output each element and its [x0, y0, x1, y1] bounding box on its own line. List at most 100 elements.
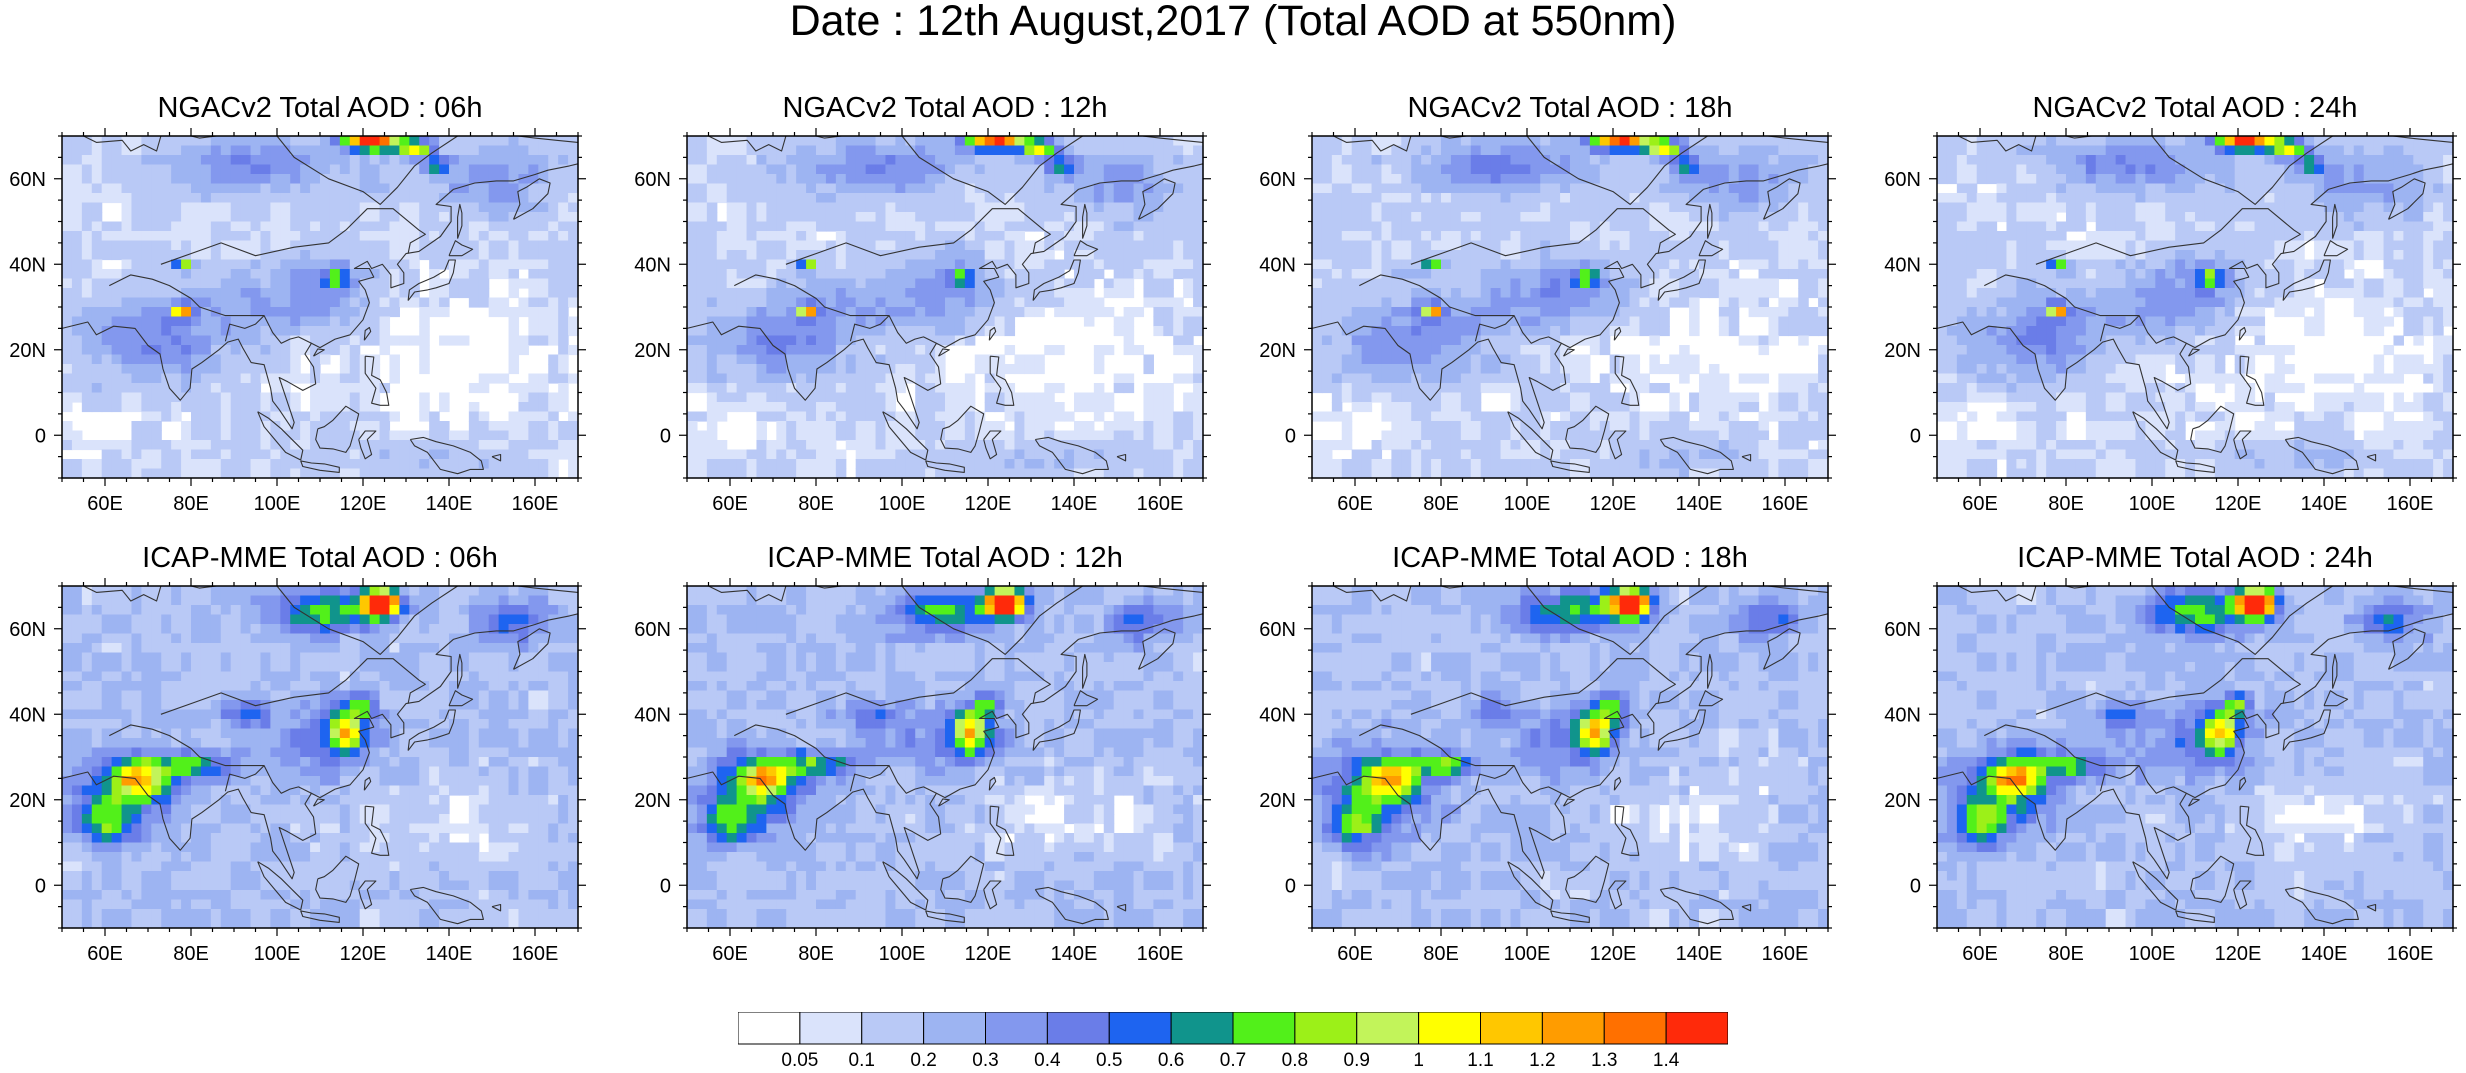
lon-tick-label: 120E — [1590, 493, 1637, 515]
lat-tick-label: 0 — [35, 425, 46, 447]
lon-tick-label: 140E — [426, 493, 473, 515]
lat-tick-label: 60N — [1259, 169, 1296, 191]
colorbar-swatch — [924, 1012, 986, 1044]
lon-tick-label: 120E — [2215, 493, 2262, 515]
colorbar-label: 1.4 — [1653, 1050, 1680, 1068]
colorbar-label: 0.2 — [910, 1050, 936, 1068]
lon-tick-label: 80E — [798, 943, 834, 965]
colorbar-swatch — [862, 1012, 924, 1044]
lat-tick-label: 0 — [1285, 875, 1296, 897]
lat-tick-label: 40N — [634, 704, 671, 726]
lon-tick-label: 100E — [1504, 943, 1551, 965]
lat-tick-label: 0 — [1910, 875, 1921, 897]
lat-tick-label: 60N — [1259, 619, 1296, 641]
colorbar-swatch — [1109, 1012, 1171, 1044]
colorbar-label: 1.2 — [1529, 1050, 1555, 1068]
lat-tick-label: 40N — [1259, 254, 1296, 276]
colorbar-label: 0.7 — [1220, 1050, 1246, 1068]
lon-tick-label: 160E — [1762, 943, 1809, 965]
aod-field — [62, 586, 579, 929]
colorbar-label: 1 — [1413, 1050, 1424, 1068]
colorbar-label: 1.1 — [1467, 1050, 1493, 1068]
lat-tick-label: 40N — [9, 254, 46, 276]
lon-tick-label: 120E — [340, 943, 387, 965]
panel-title: ICAP-MME Total AOD : 18h — [1232, 538, 1908, 578]
colorbar-label: 0.8 — [1282, 1050, 1308, 1068]
lon-tick-label: 160E — [1137, 493, 1184, 515]
colorbar-swatch — [1171, 1012, 1233, 1044]
lat-tick-label: 0 — [35, 875, 46, 897]
lon-tick-label: 140E — [1676, 493, 1723, 515]
lat-tick-label: 20N — [1259, 340, 1296, 362]
colorbar-label: 0.6 — [1158, 1050, 1184, 1068]
lat-tick-label: 20N — [9, 340, 46, 362]
colorbar-swatch — [1295, 1012, 1357, 1044]
aod-field — [62, 136, 579, 479]
lat-tick-label: 0 — [660, 875, 671, 897]
lon-tick-label: 100E — [1504, 493, 1551, 515]
figure-title: Date : 12th August,2017 (Total AOD at 55… — [0, 0, 2466, 52]
lon-tick-label: 60E — [87, 943, 123, 965]
aod-field — [1312, 586, 1829, 929]
lat-tick-label: 0 — [1910, 425, 1921, 447]
aod-field — [687, 136, 1204, 479]
lon-tick-label: 60E — [712, 493, 748, 515]
aod-field — [687, 586, 1204, 929]
aod-field — [1937, 586, 2454, 929]
lon-tick-label: 160E — [512, 493, 559, 515]
panel-title: NGACv2 Total AOD : 24h — [1857, 88, 2466, 128]
lat-tick-label: 60N — [9, 619, 46, 641]
colorbar-swatch — [1542, 1012, 1604, 1044]
lat-tick-label: 40N — [9, 704, 46, 726]
colorbar-swatch — [1481, 1012, 1543, 1044]
lat-tick-label: 20N — [634, 340, 671, 362]
colorbar-label: 0.5 — [1096, 1050, 1122, 1068]
colorbar-swatch — [800, 1012, 862, 1044]
panel-title: ICAP-MME Total AOD : 06h — [0, 538, 658, 578]
lon-tick-label: 160E — [1137, 943, 1184, 965]
lon-tick-label: 120E — [340, 493, 387, 515]
lon-tick-label: 160E — [2387, 943, 2434, 965]
lat-tick-label: 40N — [634, 254, 671, 276]
lat-tick-label: 60N — [9, 169, 46, 191]
colorbar-label: 0.1 — [849, 1050, 875, 1068]
lon-tick-label: 60E — [1337, 493, 1373, 515]
lat-tick-label: 20N — [634, 790, 671, 812]
lat-tick-label: 40N — [1884, 704, 1921, 726]
lon-tick-label: 100E — [254, 943, 301, 965]
colorbar-label: 1.3 — [1591, 1050, 1617, 1068]
colorbar-label: 0.4 — [1034, 1050, 1061, 1068]
aod-field — [1312, 136, 1829, 479]
colorbar-swatch — [738, 1012, 800, 1044]
lon-tick-label: 80E — [798, 493, 834, 515]
lat-tick-label: 20N — [9, 790, 46, 812]
panel-title: NGACv2 Total AOD : 18h — [1232, 88, 1908, 128]
colorbar-label: 0.3 — [972, 1050, 998, 1068]
lon-tick-label: 140E — [1051, 943, 1098, 965]
lon-tick-label: 80E — [1423, 493, 1459, 515]
lat-tick-label: 20N — [1259, 790, 1296, 812]
lat-tick-label: 60N — [634, 169, 671, 191]
lon-tick-label: 80E — [173, 493, 209, 515]
colorbar-swatch — [1419, 1012, 1481, 1044]
lat-tick-label: 0 — [1285, 425, 1296, 447]
lat-tick-label: 60N — [1884, 619, 1921, 641]
aod-field — [1937, 136, 2454, 479]
panel-title: NGACv2 Total AOD : 06h — [0, 88, 658, 128]
